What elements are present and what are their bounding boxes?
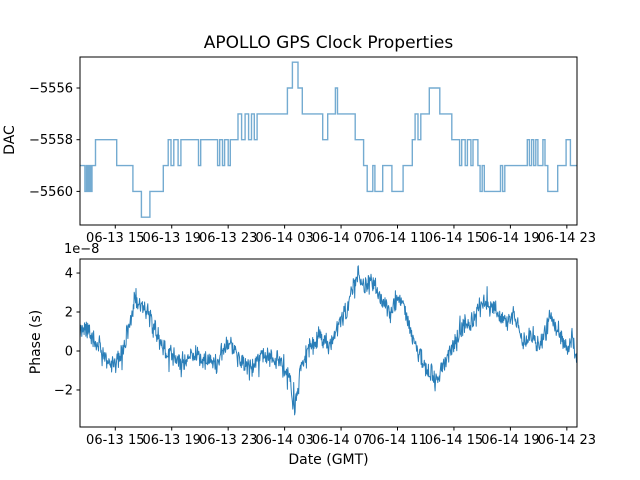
chart-title: APOLLO GPS Clock Properties	[203, 33, 454, 53]
y-tick-label: 4	[65, 267, 73, 282]
y-tick-label: −5560	[29, 185, 73, 200]
x-axis-label: Date (GMT)	[288, 452, 369, 468]
y-axis-offset-text: 1e−8	[64, 242, 100, 257]
x-tick-label: 06-14 23	[538, 231, 596, 246]
x-tick-label: 06-14 11	[368, 433, 426, 448]
x-tick-label: 06-14 23	[538, 433, 596, 448]
x-tick-label: 06-13 19	[142, 433, 200, 448]
y-tick-label: 0	[65, 344, 73, 359]
x-tick-label: 06-14 15	[425, 433, 483, 448]
x-tick-label: 06-14 19	[481, 231, 539, 246]
plot-spines	[79, 258, 578, 428]
y-tick-label: 2	[65, 306, 73, 321]
x-tick-label: 06-14 07	[312, 231, 370, 246]
x-tick-label: 06-14 15	[425, 231, 483, 246]
x-tick-label: 06-14 03	[255, 433, 313, 448]
x-tick-label: 06-14 11	[368, 231, 426, 246]
x-tick-label: 06-13 15	[86, 433, 144, 448]
phase-line	[79, 265, 578, 416]
y-axis-label-phase: Phase (s)	[28, 309, 44, 375]
x-tick-label: 06-14 03	[255, 231, 313, 246]
y-tick-label: −5556	[29, 82, 73, 97]
x-tick-label: 06-14 07	[312, 433, 370, 448]
x-tick-label: 06-13 19	[142, 231, 200, 246]
x-tick-label: 06-13 23	[199, 433, 257, 448]
x-tick-label: 06-14 19	[481, 433, 539, 448]
y-tick-label: −2	[54, 383, 73, 398]
y-axis-label-dac: DAC	[2, 125, 18, 155]
y-tick-label: −5558	[29, 133, 73, 148]
dac-step-line	[80, 61, 577, 218]
x-tick-label: 06-13 23	[199, 231, 257, 246]
x-tick-label: 06-13 15	[86, 231, 144, 246]
plot-spines	[79, 56, 578, 226]
